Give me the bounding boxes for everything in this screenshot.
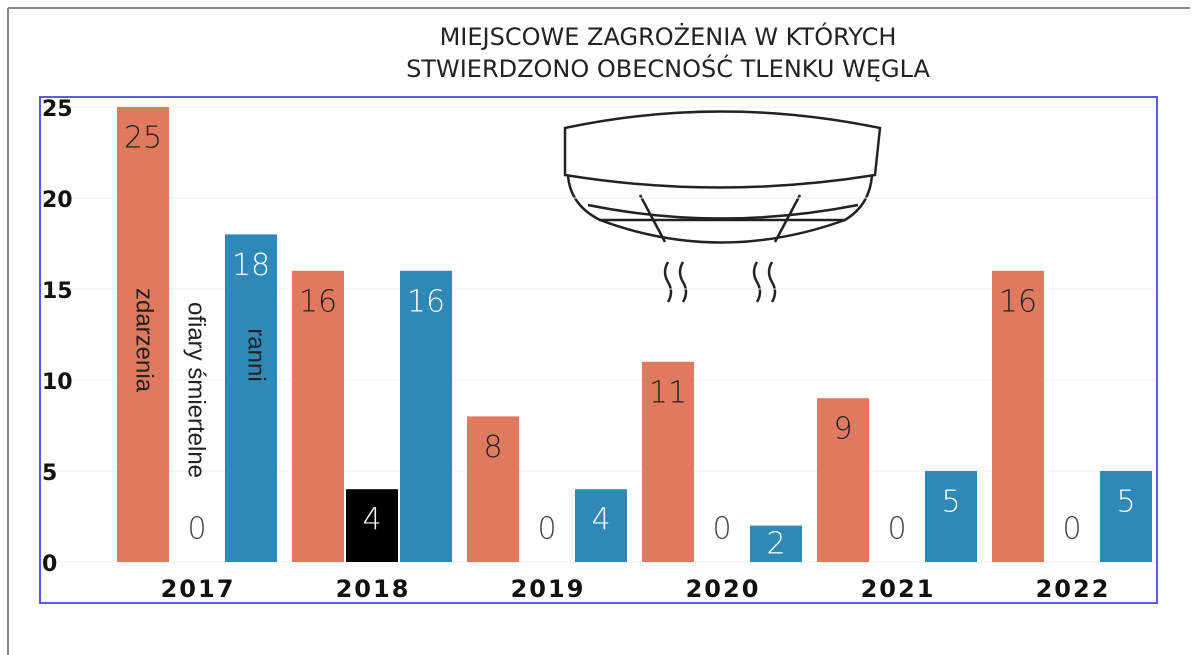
value-label: 9 <box>833 412 852 447</box>
x-tick-label: 2021 <box>861 575 936 603</box>
value-label: 0 <box>537 512 556 547</box>
value-label: 2 <box>766 527 785 562</box>
chart-title: STWIERDZONO OBECNOŚĆ TLENKU WĘGLA <box>406 53 930 83</box>
y-tick-label: 5 <box>42 461 57 486</box>
x-tick-label: 2022 <box>1036 575 1111 603</box>
value-label: 11 <box>649 375 687 410</box>
y-tick-label: 20 <box>42 188 73 213</box>
bar <box>225 234 277 562</box>
x-tick-label: 2017 <box>161 575 236 603</box>
value-label: 0 <box>1062 512 1081 547</box>
chart: MIEJSCOWE ZAGROŻENIA W KTÓRYCH STWIERDZO… <box>0 0 1196 655</box>
legend-label: ranni <box>243 328 270 381</box>
value-label: 0 <box>187 512 206 547</box>
smoke-detector-icon <box>565 112 880 303</box>
y-tick-label: 0 <box>42 552 57 577</box>
value-label: 16 <box>999 284 1037 319</box>
y-tick-label: 25 <box>42 97 73 122</box>
chart-title: MIEJSCOWE ZAGROŻENIA W KTÓRYCH <box>440 21 897 51</box>
x-tick-label: 2018 <box>336 575 411 603</box>
value-label: 18 <box>232 248 270 283</box>
legend-label: zdarzenia <box>131 288 158 393</box>
y-tick-label: 15 <box>42 279 73 304</box>
value-label: 25 <box>124 121 162 156</box>
value-label: 4 <box>362 503 381 538</box>
value-label: 16 <box>299 284 337 319</box>
x-tick-label: 2019 <box>511 575 586 603</box>
y-tick-label: 10 <box>42 370 73 395</box>
legend-label: ofiary śmiertelne <box>183 302 210 478</box>
value-label: 16 <box>407 284 445 319</box>
page: {"chart_data": {"type": "bar", "title": … <box>0 0 1196 655</box>
value-label: 5 <box>941 485 960 520</box>
value-label: 4 <box>591 503 610 538</box>
value-label: 0 <box>887 512 906 547</box>
value-label: 0 <box>712 512 731 547</box>
x-tick-label: 2020 <box>686 575 761 603</box>
value-label: 8 <box>483 430 502 465</box>
value-label: 5 <box>1116 485 1135 520</box>
